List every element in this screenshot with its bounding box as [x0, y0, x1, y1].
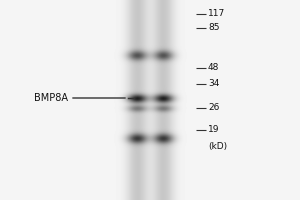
Text: (kD): (kD)	[208, 142, 227, 152]
Text: 117: 117	[208, 9, 225, 19]
Text: 85: 85	[208, 23, 220, 32]
Text: 19: 19	[208, 126, 220, 134]
Text: 26: 26	[208, 104, 219, 112]
Text: 34: 34	[208, 79, 219, 88]
Text: 48: 48	[208, 64, 219, 72]
Text: BMP8A: BMP8A	[34, 93, 68, 103]
